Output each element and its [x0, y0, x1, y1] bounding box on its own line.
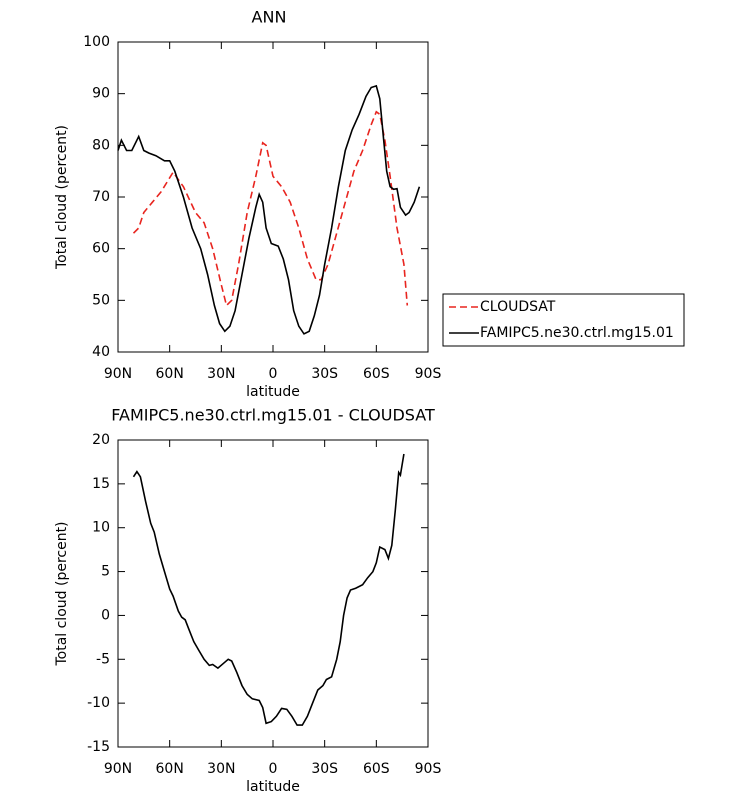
x-axis-label: latitude: [246, 384, 300, 400]
x-tick-label: 60S: [363, 366, 390, 382]
x-tick-label: 30N: [207, 761, 235, 777]
y-tick-label: 10: [92, 520, 110, 536]
legend-label: CLOUDSAT: [480, 299, 556, 315]
x-tick-label: 60S: [363, 761, 390, 777]
y-axis-label: Total cloud (percent): [54, 521, 70, 666]
x-tick-label: 90S: [415, 366, 442, 382]
data-line: [132, 453, 405, 726]
data-line: [117, 84, 421, 335]
y-tick-label: 40: [92, 344, 110, 360]
y-axis-label: Total cloud (percent): [54, 125, 70, 270]
x-tick-label: 90N: [104, 366, 132, 382]
chart-title: FAMIPC5.ne30.ctrl.mg15.01 - CLOUDSAT: [111, 406, 435, 425]
y-tick-label: 80: [92, 137, 110, 153]
x-tick-label: 30S: [311, 761, 338, 777]
y-tick-label: -15: [87, 739, 110, 755]
y-tick-label: 90: [92, 86, 110, 102]
y-tick-label: 50: [92, 292, 110, 308]
x-axis-label: latitude: [246, 779, 300, 795]
y-tick-label: 100: [83, 34, 110, 50]
plot-frame: [117, 439, 429, 748]
y-tick-label: 15: [92, 476, 110, 492]
x-tick-label: 0: [269, 761, 278, 777]
y-tick-label: -10: [87, 695, 110, 711]
plot-frame: [117, 41, 429, 353]
x-tick-label: 30N: [207, 366, 235, 382]
data-line: [132, 110, 409, 308]
x-tick-label: 60N: [156, 366, 184, 382]
x-tick-label: 30S: [311, 366, 338, 382]
y-tick-label: 0: [101, 607, 110, 623]
y-tick-label: 20: [92, 432, 110, 448]
x-tick-label: 60N: [156, 761, 184, 777]
legend-box: [442, 293, 685, 347]
y-tick-label: -5: [96, 651, 110, 667]
y-tick-label: 70: [92, 189, 110, 205]
x-tick-label: 90S: [415, 761, 442, 777]
x-tick-label: 90N: [104, 761, 132, 777]
y-tick-label: 60: [92, 241, 110, 257]
chart-title: ANN: [252, 8, 287, 27]
y-tick-label: 5: [101, 564, 110, 580]
legend-label: FAMIPC5.ne30.ctrl.mg15.01: [480, 325, 674, 341]
x-tick-label: 0: [269, 366, 278, 382]
